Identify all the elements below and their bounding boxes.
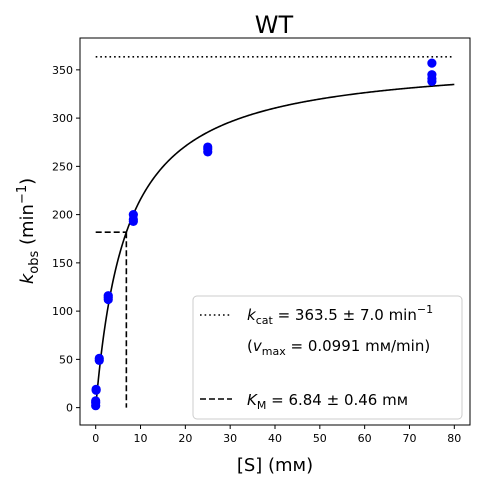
data-points <box>91 58 437 411</box>
y-tick-label: 150 <box>52 257 73 270</box>
y-axis: 0 50 100 150 200 250 300 350 <box>52 64 80 415</box>
data-point <box>128 210 138 220</box>
data-point <box>91 384 101 394</box>
y-tick-label: 0 <box>66 402 73 415</box>
y-axis-label: kobs (min−1) <box>15 178 42 284</box>
data-point <box>427 58 437 68</box>
y-tick-label: 350 <box>52 64 73 77</box>
data-point <box>94 353 104 364</box>
legend: kcat = 363.5 ± 7.0 min−1 (vmax = 0.0991 … <box>192 295 463 420</box>
legend-kcat-label: kcat = 363.5 ± 7.0 min−1 <box>247 303 433 327</box>
x-tick-label: 10 <box>134 432 148 445</box>
y-tick-label: 50 <box>59 353 73 366</box>
y-tick-label: 100 <box>52 305 73 318</box>
x-tick-label: 50 <box>313 432 327 445</box>
x-axis: 0 10 20 30 40 50 60 70 80 <box>92 425 461 445</box>
data-point <box>103 291 113 301</box>
data-point <box>427 70 437 80</box>
data-point <box>203 142 213 152</box>
chart-title: WT <box>255 11 294 39</box>
michaelis-menten-fit-curve <box>94 83 455 408</box>
x-tick-label: 80 <box>447 432 461 445</box>
legend-km-label: KM = 6.84 ± 0.46 mм <box>247 391 408 412</box>
x-tick-label: 70 <box>402 432 416 445</box>
plot-frame <box>79 37 471 426</box>
y-tick-label: 250 <box>52 160 73 173</box>
y-tick-label: 200 <box>52 209 73 222</box>
y-tick-label: 300 <box>52 112 73 125</box>
x-tick-label: 20 <box>178 432 192 445</box>
x-tick-label: 40 <box>268 432 282 445</box>
data-point <box>91 396 101 406</box>
x-tick-label: 30 <box>223 432 237 445</box>
legend-box <box>192 295 463 420</box>
x-axis-label: [S] (mм) <box>237 455 313 476</box>
x-tick-label: 0 <box>92 432 99 445</box>
x-tick-label: 60 <box>358 432 372 445</box>
legend-vmax-label: (vmax = 0.0991 mм/min) <box>247 337 430 358</box>
